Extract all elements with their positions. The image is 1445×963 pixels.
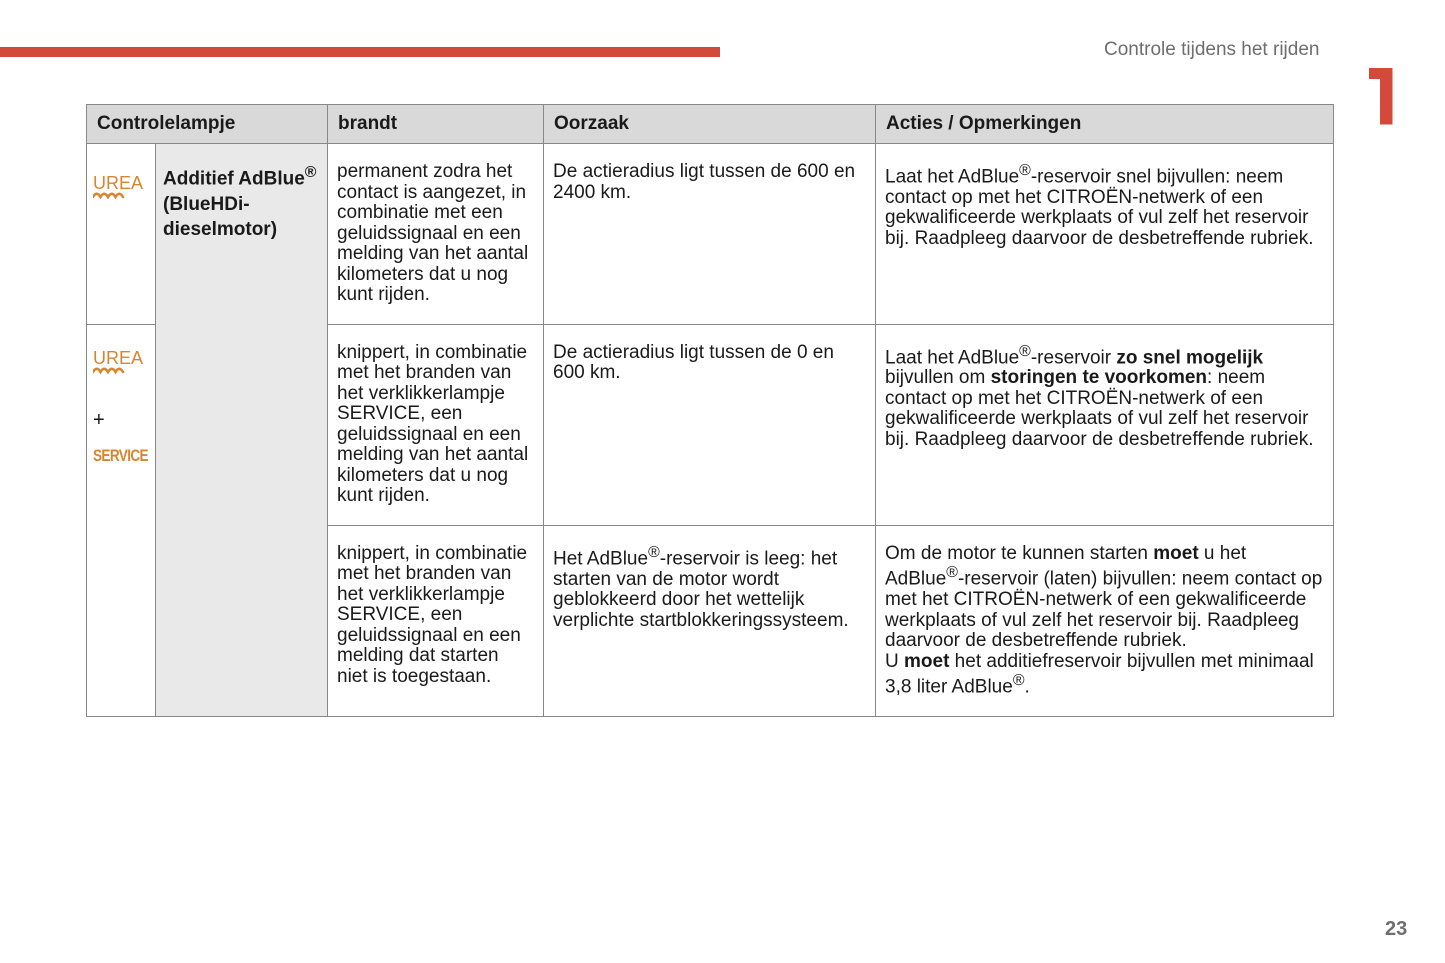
svg-text:UREA: UREA [93,173,143,193]
svg-text:UREA: UREA [93,348,143,368]
